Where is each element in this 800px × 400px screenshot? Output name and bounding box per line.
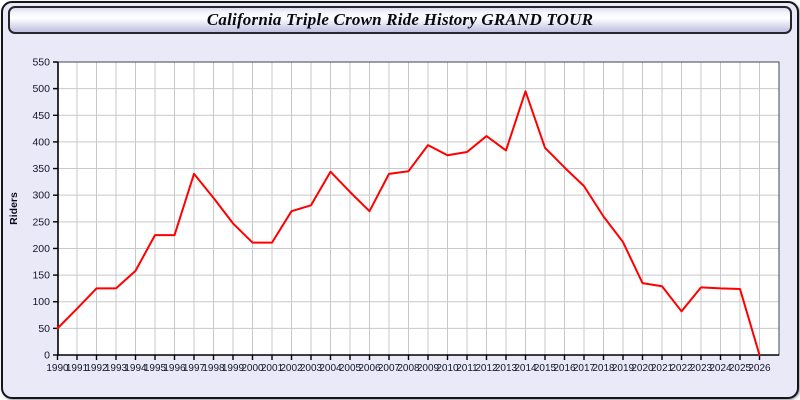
x-tick-label: 2008 [397, 363, 420, 374]
x-tick-label: 1997 [183, 363, 206, 374]
x-tick-label: 1993 [105, 363, 128, 374]
x-tick-label: 1996 [163, 363, 186, 374]
y-tick-label: 550 [32, 57, 50, 69]
x-tick-label: 2000 [241, 363, 264, 374]
line-chart: 0501001502002503003504004505005501990199… [8, 57, 780, 374]
x-tick-label: 2005 [339, 363, 362, 374]
y-tick-label: 0 [44, 350, 50, 362]
x-tick-label: 2015 [534, 363, 557, 374]
chart-title-bar: California Triple Crown Ride History GRA… [8, 6, 792, 34]
x-tick-label: 1995 [144, 363, 167, 374]
x-tick-label: 2001 [261, 363, 284, 374]
x-tick-label: 1998 [202, 363, 225, 374]
x-tick-label: 2019 [612, 363, 635, 374]
x-tick-label: 2011 [456, 363, 478, 374]
x-tick-label: 2018 [592, 363, 615, 374]
x-tick-label: 2026 [748, 363, 771, 374]
x-tick-label: 2020 [631, 363, 654, 374]
x-tick-label: 2023 [690, 363, 713, 374]
x-tick-label: 2024 [709, 363, 732, 374]
y-tick-label: 500 [32, 83, 50, 95]
x-tick-label: 2010 [436, 363, 459, 374]
x-tick-label: 1999 [222, 363, 245, 374]
x-tick-label: 1994 [124, 363, 147, 374]
x-tick-label: 2004 [319, 363, 342, 374]
x-tick-label: 2021 [651, 363, 674, 374]
x-tick-label: 1991 [66, 363, 89, 374]
x-tick-label: 2013 [495, 363, 518, 374]
y-tick-label: 450 [32, 110, 50, 122]
x-tick-label: 2007 [378, 363, 401, 374]
x-tick-label: 2022 [670, 363, 693, 374]
x-tick-label: 2012 [475, 363, 498, 374]
y-tick-label: 350 [32, 163, 50, 175]
x-tick-label: 2014 [514, 363, 537, 374]
y-tick-label: 50 [38, 323, 50, 335]
y-tick-label: 300 [32, 190, 50, 202]
x-tick-label: 2006 [358, 363, 381, 374]
plot-area [58, 62, 779, 355]
riders-series-line [56, 90, 761, 356]
x-tick-label: 2002 [280, 363, 303, 374]
x-tick-label: 2017 [573, 363, 596, 374]
x-tick-label: 2003 [300, 363, 323, 374]
y-tick-label: 400 [32, 136, 50, 148]
page-title: California Triple Crown Ride History GRA… [206, 10, 594, 29]
y-tick-label: 200 [32, 243, 50, 255]
x-tick-label: 2025 [729, 363, 752, 374]
x-tick-label: 2009 [417, 363, 440, 374]
y-tick-label: 150 [32, 270, 50, 282]
y-axis-title: Riders [8, 192, 20, 225]
y-tick-label: 250 [32, 216, 50, 228]
x-tick-label: 1990 [46, 363, 69, 374]
y-tick-label: 100 [32, 296, 50, 308]
x-tick-label: 1992 [85, 363, 108, 374]
x-tick-label: 2016 [553, 363, 576, 374]
